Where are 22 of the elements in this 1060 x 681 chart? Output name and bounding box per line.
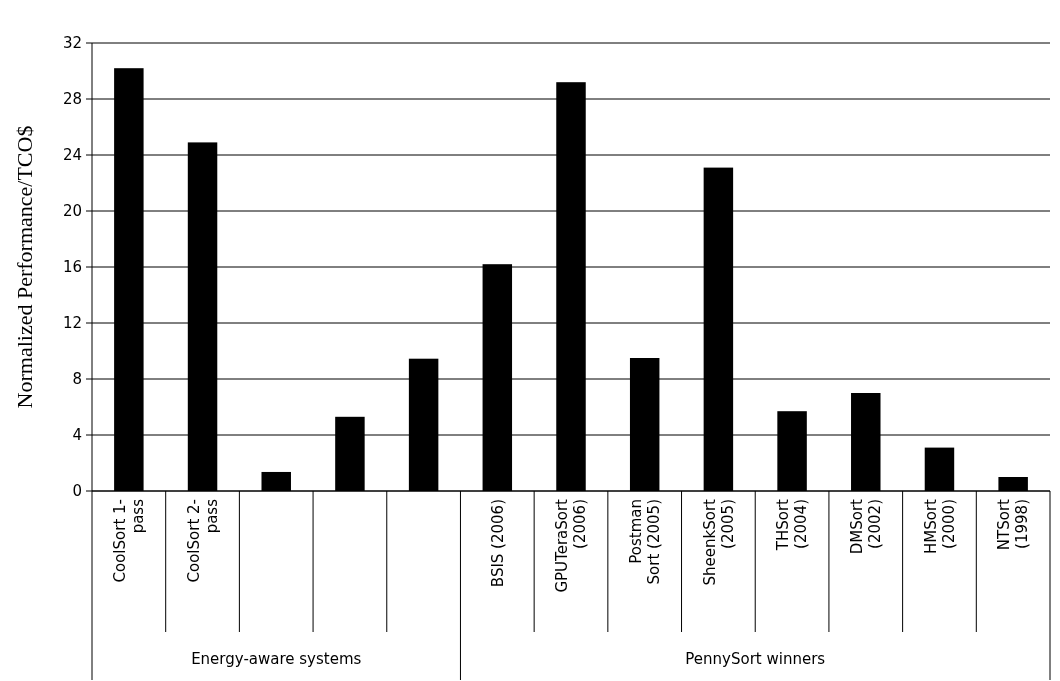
text: Energy-aware systems: [191, 650, 362, 668]
x-tick-label: SheenkSort (2005): [700, 498, 737, 586]
x-tick-label: Postman Sort (2005): [626, 499, 663, 585]
y-tick-label: 4: [72, 426, 82, 445]
x-tick-label: GPUTeraSort (2006): [553, 498, 590, 593]
y-tick-label: 0: [72, 482, 82, 501]
x-tick-label: NTSort (1998): [995, 498, 1032, 551]
y-tick-label: 16: [62, 258, 82, 277]
y-tick-label: 12: [62, 314, 82, 333]
x-tick-label: BSIS (2006): [488, 499, 507, 588]
y-tick-label: 8: [72, 370, 82, 389]
y-tick-label: 28: [62, 90, 82, 109]
y-tick-label: 32: [62, 34, 82, 53]
x-tick-label: DMSort (2002): [848, 498, 885, 555]
x-tick-label: CoolSort 1-pass: [111, 498, 148, 583]
x-tick-label: HMSort (2000): [921, 498, 958, 554]
x-tick-label: THSort (2004): [774, 498, 811, 552]
text: PennySort winners: [685, 650, 826, 668]
y-tick-label: 24: [62, 146, 82, 165]
y-axis-title: Normalized Performance/TCO$: [12, 125, 37, 409]
x-tick-label: CoolSort 2-pass: [184, 498, 221, 583]
y-tick-label: 20: [62, 202, 82, 221]
